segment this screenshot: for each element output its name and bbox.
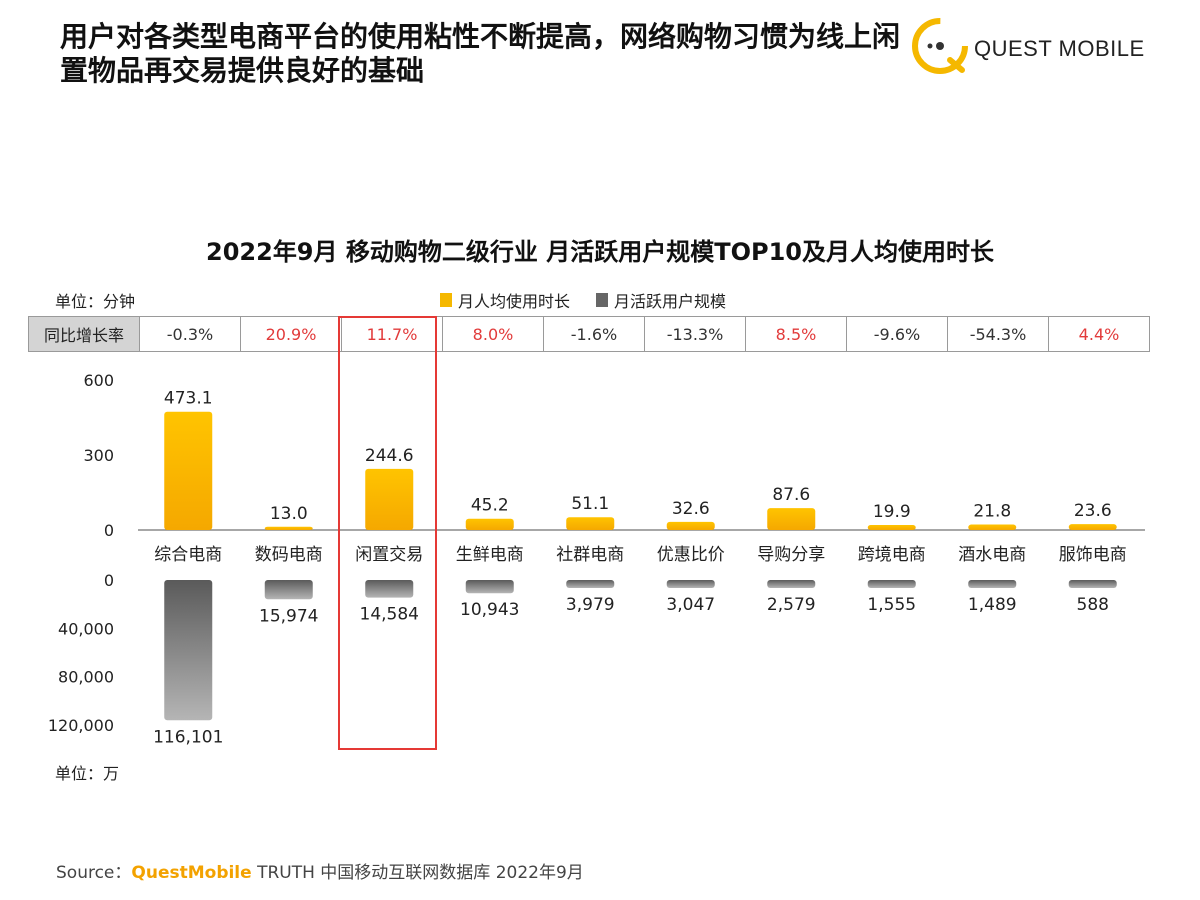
growth-rate-header: 同比增长率 xyxy=(28,316,140,352)
growth-rate-cell: 11.7% xyxy=(341,316,443,352)
growth-rate-cell: 4.4% xyxy=(1048,316,1150,352)
bottom-y-tick-label: 120,000 xyxy=(48,716,114,735)
legend-label-mau: 月活跃用户规模 xyxy=(614,292,727,311)
top-y-tick-label: 300 xyxy=(83,446,114,465)
legend-label-duration: 月人均使用时长 xyxy=(458,292,571,311)
mau-data-label: 116,101 xyxy=(153,727,223,747)
source-brand: QuestMobile xyxy=(131,863,252,883)
duration-bar xyxy=(666,521,715,530)
mau-bar xyxy=(1068,580,1117,588)
category-label: 综合电商 xyxy=(154,545,222,565)
growth-rate-cell: -0.3% xyxy=(139,316,241,352)
page-headline: 用户对各类型电商平台的使用粘性不断提高，网络购物习惯为线上闲置物品再交易提供良好… xyxy=(60,20,901,87)
mau-bar xyxy=(465,580,514,594)
logo-text: QUEST MOBILE xyxy=(974,36,1145,61)
growth-rate-cell: 8.5% xyxy=(745,316,847,352)
duration-data-label: 45.2 xyxy=(471,496,509,516)
mau-data-label: 2,579 xyxy=(767,595,816,615)
mau-bar xyxy=(968,580,1017,588)
duration-bar xyxy=(968,524,1017,530)
legend-swatch-yellow-icon xyxy=(440,293,452,307)
top-y-tick-label: 0 xyxy=(104,521,114,540)
category-label: 优惠比价 xyxy=(657,545,725,565)
duration-data-label: 473.1 xyxy=(164,389,213,409)
unit-minutes: 单位：分钟 xyxy=(55,292,136,311)
source-label: Source： xyxy=(56,863,132,883)
mau-bar xyxy=(767,580,816,588)
legend-item-mau: 月活跃用户规模 xyxy=(596,288,726,312)
duration-data-label: 21.8 xyxy=(973,502,1011,522)
duration-data-label: 244.6 xyxy=(365,446,414,466)
bottom-y-tick-label: 0 xyxy=(104,571,114,590)
duration-bar xyxy=(1068,524,1117,530)
legend: 月人均使用时长 月活跃用户规模 xyxy=(440,288,726,312)
duration-bar xyxy=(264,526,313,530)
unit-ten-thousand: 单位：万 xyxy=(55,764,120,783)
duration-bar xyxy=(365,468,414,530)
duration-bar xyxy=(867,525,916,530)
mau-data-label: 1,555 xyxy=(867,595,916,615)
chart-title: 2022年9月 移动购物二级行业 月活跃用户规模TOP10及月人均使用时长 xyxy=(206,238,994,266)
growth-rate-row: 同比增长率 -0.3% 20.9% 11.7% 8.0% -1.6% -13.3… xyxy=(28,316,1150,352)
source-note: Source：QuestMobile TRUTH 中国移动互联网数据库 2022… xyxy=(56,858,584,883)
legend-swatch-grey-icon xyxy=(596,293,609,307)
category-label: 服饰电商 xyxy=(1059,545,1127,565)
category-label: 酒水电商 xyxy=(958,545,1026,565)
duration-data-label: 87.6 xyxy=(772,485,810,505)
category-label: 数码电商 xyxy=(255,545,323,565)
mau-data-label: 15,974 xyxy=(259,606,318,626)
category-label: 生鲜电商 xyxy=(456,545,524,565)
category-label: 闲置交易 xyxy=(355,545,423,565)
duration-bar xyxy=(164,411,213,530)
growth-rate-cell: -9.6% xyxy=(846,316,948,352)
bottom-y-tick-label: 80,000 xyxy=(58,668,114,687)
mau-bar xyxy=(365,580,414,598)
category-label: 跨境电商 xyxy=(858,545,926,565)
duration-data-label: 23.6 xyxy=(1074,501,1112,521)
mau-data-label: 10,943 xyxy=(460,600,519,620)
growth-rate-table: 同比增长率 -0.3% 20.9% 11.7% 8.0% -1.6% -13.3… xyxy=(28,316,1150,352)
duration-data-label: 13.0 xyxy=(270,504,308,524)
source-detail: TRUTH 中国移动互联网数据库 2022年9月 xyxy=(251,863,584,883)
growth-rate-cell: -1.6% xyxy=(543,316,645,352)
mau-data-label: 14,584 xyxy=(360,605,419,625)
category-label: 导购分享 xyxy=(757,545,825,565)
questmobile-logo: QUEST MOBILE xyxy=(910,16,1170,76)
mau-bar xyxy=(867,580,916,588)
mau-data-label: 3,979 xyxy=(566,595,615,615)
mau-data-label: 588 xyxy=(1077,595,1109,615)
growth-rate-cell: 8.0% xyxy=(442,316,544,352)
duration-data-label: 19.9 xyxy=(873,502,911,522)
mau-bar xyxy=(666,580,715,588)
growth-rate-cell: 20.9% xyxy=(240,316,342,352)
bottom-y-tick-label: 40,000 xyxy=(58,619,114,638)
mau-bar xyxy=(164,580,213,721)
top-y-tick-label: 600 xyxy=(83,371,114,390)
duration-bar xyxy=(566,517,615,530)
mau-data-label: 1,489 xyxy=(968,595,1017,615)
duration-data-label: 51.1 xyxy=(571,494,609,514)
category-label: 社群电商 xyxy=(556,545,624,565)
mau-bar xyxy=(264,580,313,600)
duration-bar xyxy=(465,518,514,530)
mau-bar xyxy=(566,580,615,588)
mau-data-label: 3,047 xyxy=(666,595,715,615)
duration-data-label: 32.6 xyxy=(672,499,710,519)
legend-item-duration: 月人均使用时长 xyxy=(440,288,570,312)
questmobile-logo-icon xyxy=(912,18,968,74)
duration-bar xyxy=(767,508,816,530)
growth-rate-cell: -13.3% xyxy=(644,316,746,352)
